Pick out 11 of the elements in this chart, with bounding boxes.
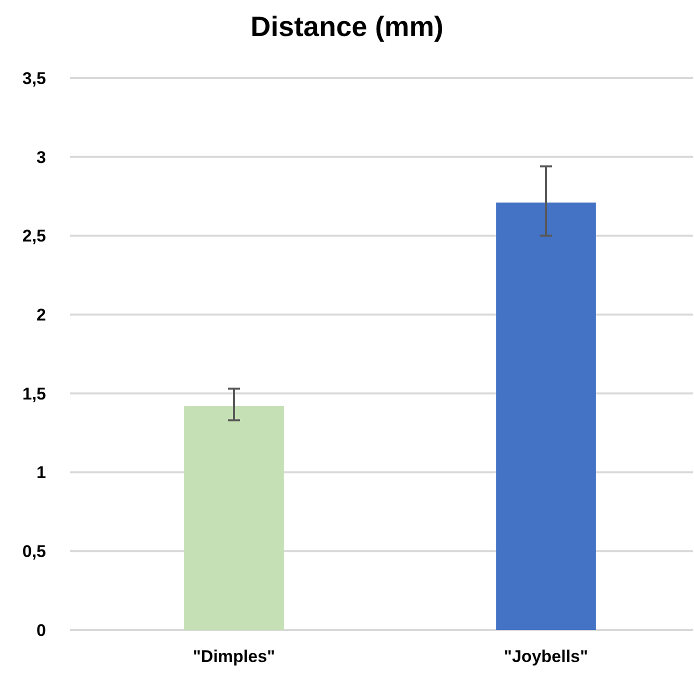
y-tick-label: 3,5 <box>22 68 46 88</box>
x-tick-label: "Dimples" <box>192 647 276 666</box>
y-tick-label: 2,5 <box>22 226 46 246</box>
y-tick-label: 0 <box>36 620 46 640</box>
y-tick-label: 1,5 <box>22 384 46 404</box>
x-tick-label: "Joybells" <box>504 647 588 666</box>
chart-title: Distance (mm) <box>250 11 444 42</box>
y-tick-label: 0,5 <box>22 542 46 562</box>
y-tick-label: 3 <box>36 148 46 167</box>
y-tick-label: 1 <box>36 463 46 482</box>
y-tick-label: 2 <box>36 306 46 325</box>
